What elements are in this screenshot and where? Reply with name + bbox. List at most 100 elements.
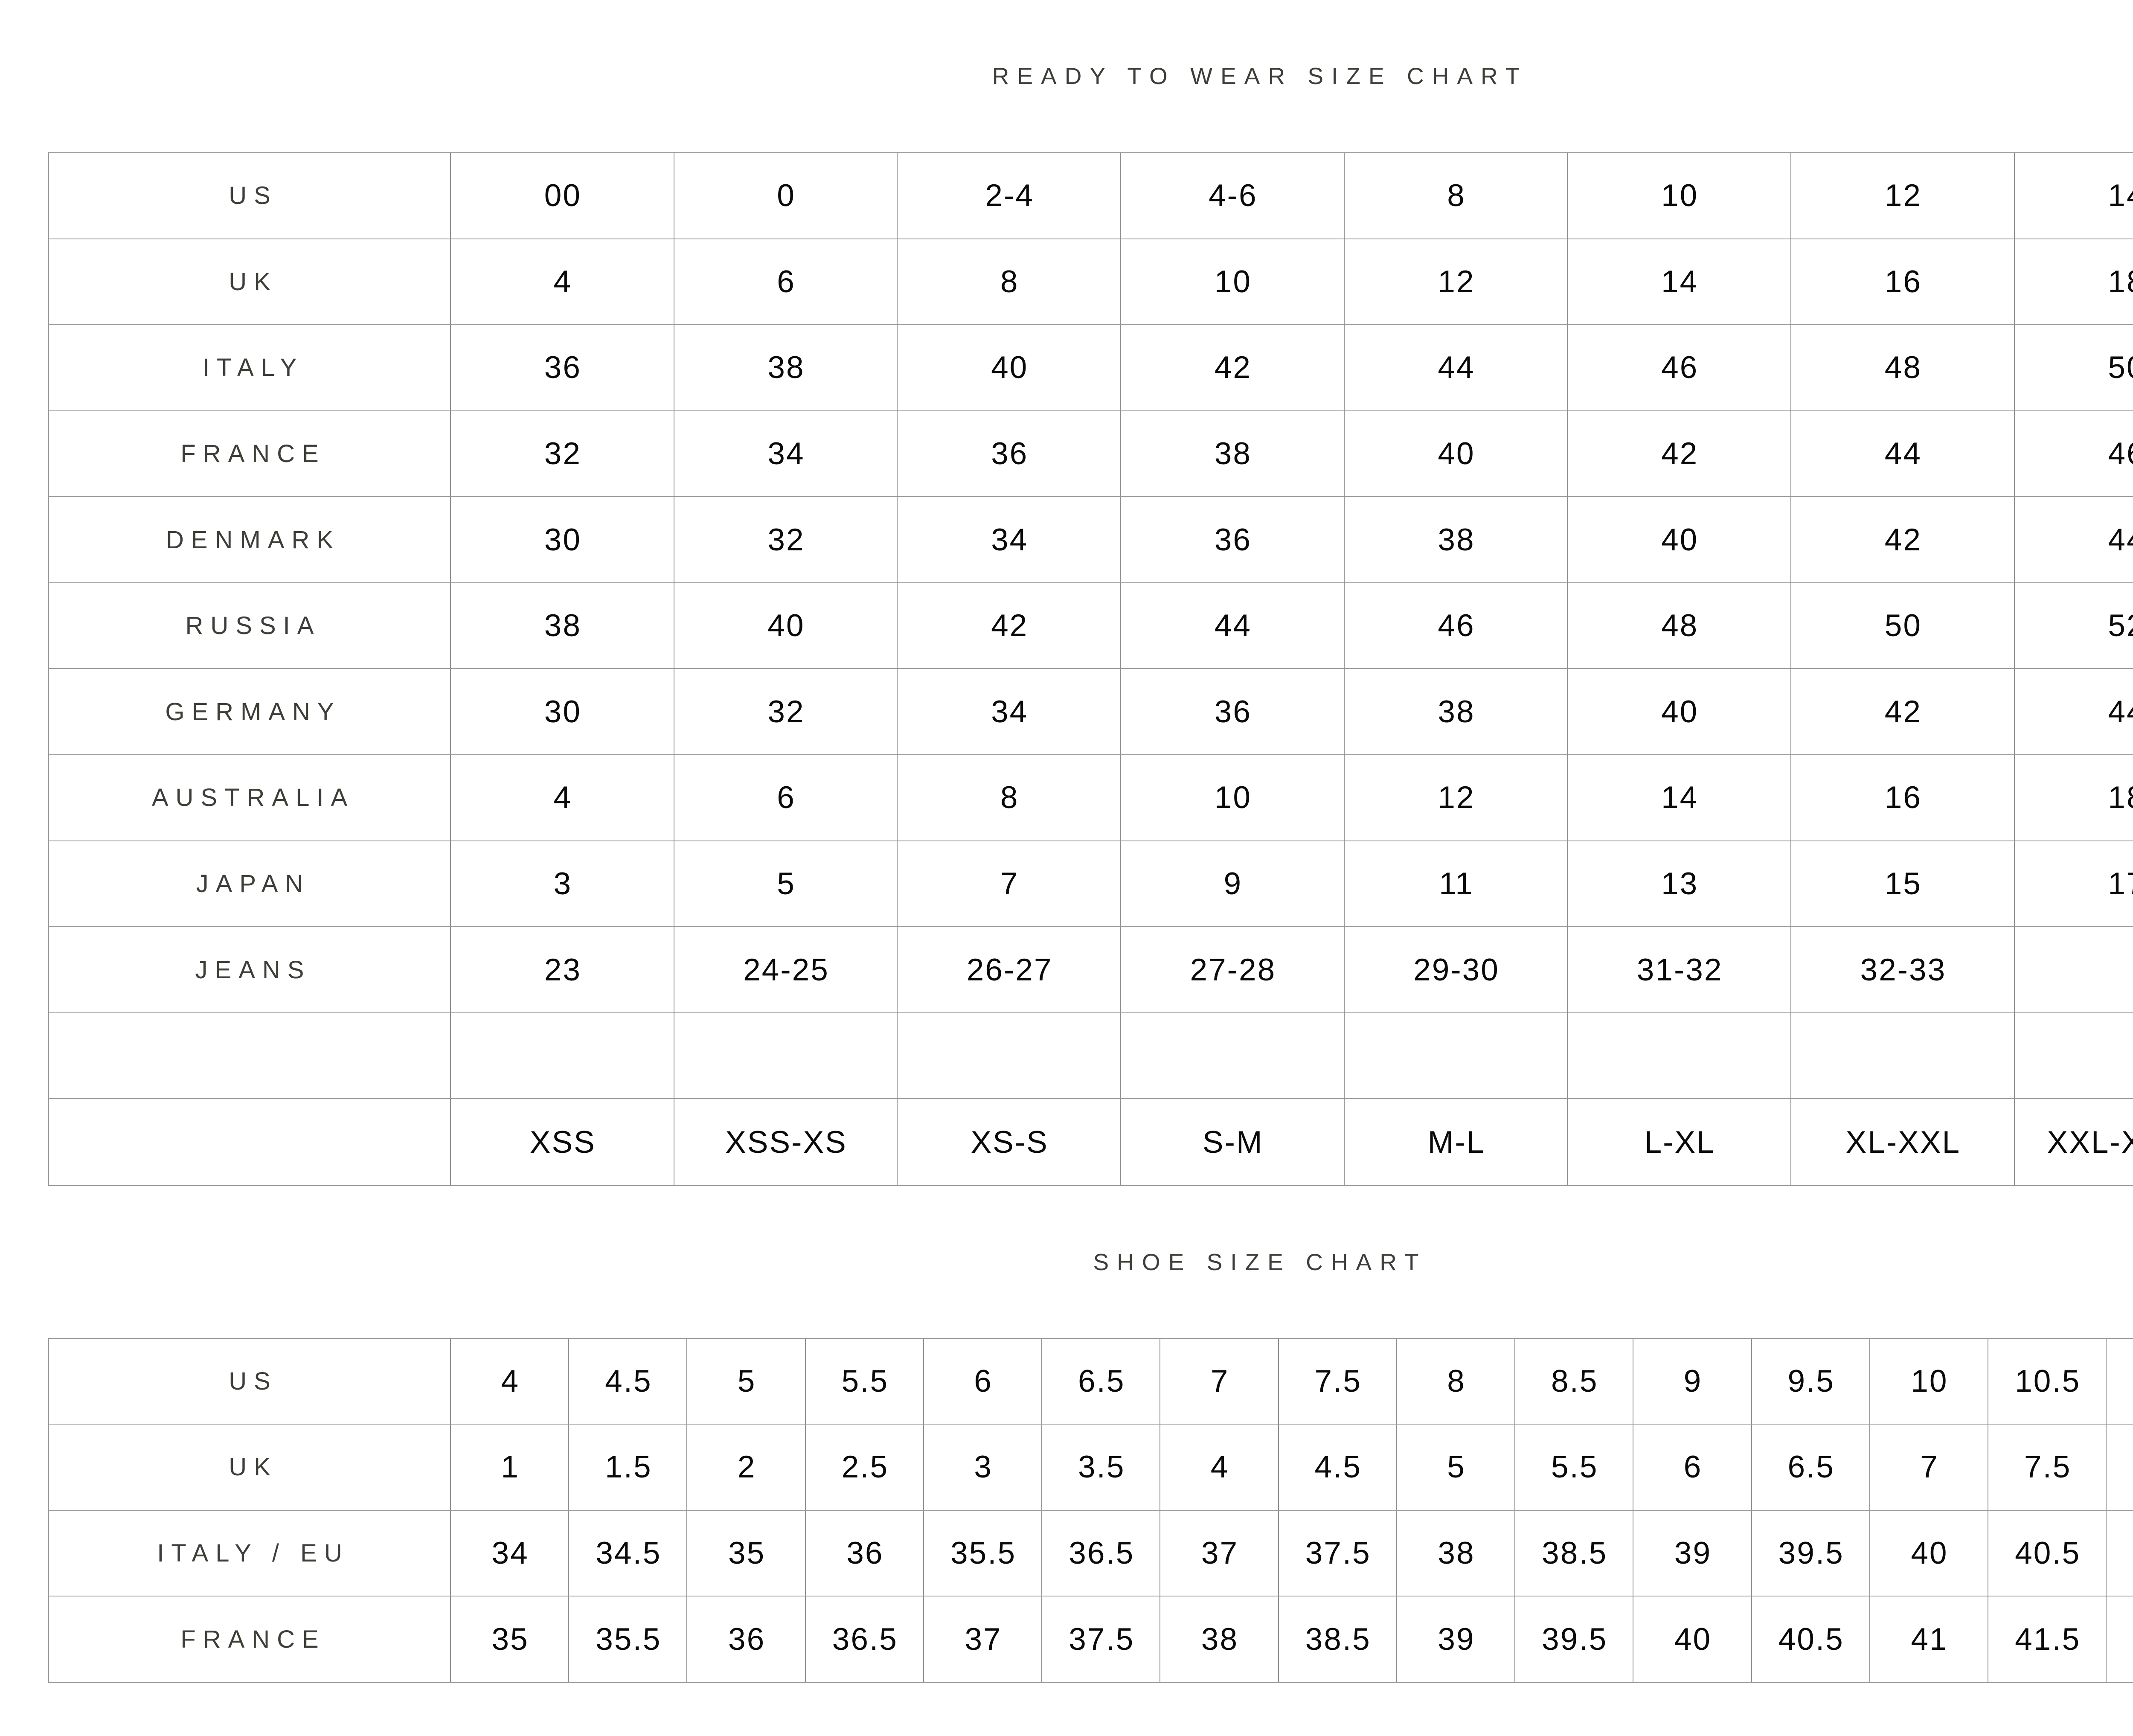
value-cell <box>898 1013 1121 1099</box>
value-cell: 9 <box>1121 841 1345 928</box>
shoe-chart-title: SHOE SIZE CHART <box>1093 1249 1427 1275</box>
value-cell: 6.5 <box>1752 1425 1870 1511</box>
row-label-cell: RUSSIA <box>49 583 451 669</box>
value-cell: 44 <box>1121 583 1345 669</box>
value-cell: 1 <box>451 1425 570 1511</box>
value-cell: 5 <box>674 841 898 928</box>
value-cell: 38.5 <box>1279 1596 1397 1682</box>
value-cell: 41.5 <box>1988 1596 2107 1682</box>
value-cell: 1.5 <box>569 1425 688 1511</box>
value-cell: 42 <box>1121 325 1345 411</box>
value-cell: 2.5 <box>805 1425 924 1511</box>
value-cell: 5 <box>1397 1425 1516 1511</box>
value-cell <box>2014 1013 2133 1099</box>
row-label-cell: GERMANY <box>49 669 451 756</box>
value-cell: XS-S <box>898 1099 1121 1185</box>
value-cell: XSS <box>451 1099 674 1185</box>
value-cell: 6 <box>924 1339 1043 1425</box>
value-cell: 52 <box>2014 583 2133 669</box>
value-cell: 40 <box>1344 411 1568 497</box>
row-label-cell: FRANCE <box>49 1596 451 1682</box>
value-cell: 37 <box>1160 1510 1279 1596</box>
value-cell: 32-33 <box>1791 927 2015 1013</box>
value-cell: 30 <box>451 497 674 583</box>
row-label-cell <box>49 1099 451 1185</box>
value-cell: 34 <box>451 1510 570 1596</box>
value-cell: 17 <box>2014 841 2133 928</box>
value-cell: 38.5 <box>1515 1510 1634 1596</box>
value-cell: 44 <box>2014 669 2133 756</box>
value-cell: 7 <box>1870 1425 1989 1511</box>
value-cell: XL-XXL <box>1791 1099 2015 1185</box>
value-cell: 12 <box>1344 239 1568 326</box>
value-cell: 4 <box>451 239 674 326</box>
value-cell: 42 <box>2107 1596 2133 1682</box>
value-cell: 16 <box>1791 239 2015 326</box>
ready-to-wear-chart-title: READY TO WEAR SIZE CHART <box>992 63 1528 89</box>
value-cell: 32 <box>674 669 898 756</box>
value-cell: 40 <box>1870 1510 1989 1596</box>
value-cell: 10 <box>1870 1339 1989 1425</box>
value-cell: 4 <box>1160 1425 1279 1511</box>
value-cell: 39 <box>1633 1510 1752 1596</box>
value-cell: 35 <box>687 1510 806 1596</box>
value-cell: 42 <box>1568 411 1791 497</box>
value-cell: 5.5 <box>1515 1425 1634 1511</box>
value-cell: 40 <box>1633 1596 1752 1682</box>
value-cell: 3.5 <box>1042 1425 1161 1511</box>
value-cell: 36 <box>687 1596 806 1682</box>
value-cell: 40.5 <box>1752 1596 1870 1682</box>
value-cell <box>2014 927 2133 1013</box>
value-cell: 16 <box>1791 755 2015 841</box>
ready-to-wear-size-table: US0002-44-6810121416UK468101214161820ITA… <box>48 152 2133 1186</box>
value-cell <box>1344 1013 1568 1099</box>
value-cell: 15 <box>1791 841 2015 928</box>
value-cell: 34.5 <box>569 1510 688 1596</box>
shoe-size-table: US44.555.566.577.588.599.51010.51111.512… <box>48 1338 2133 1683</box>
value-cell: 31-32 <box>1568 927 1791 1013</box>
value-cell: 5.5 <box>805 1339 924 1425</box>
value-cell: 8 <box>1344 153 1568 239</box>
value-cell <box>1121 1013 1345 1099</box>
value-cell: L-XL <box>1568 1099 1791 1185</box>
value-cell: 34 <box>898 497 1121 583</box>
value-cell: 38 <box>674 325 898 411</box>
value-cell: 40 <box>674 583 898 669</box>
value-cell: 3 <box>924 1425 1043 1511</box>
value-cell: 11 <box>1344 841 1568 928</box>
row-label-cell: AUSTRALIA <box>49 755 451 841</box>
row-label-cell: JEANS <box>49 927 451 1013</box>
value-cell: 36 <box>451 325 674 411</box>
value-cell: 39.5 <box>1752 1510 1870 1596</box>
value-cell: 27-28 <box>1121 927 1345 1013</box>
value-cell <box>1568 1013 1791 1099</box>
value-cell: 38 <box>451 583 674 669</box>
value-cell: 50 <box>2014 325 2133 411</box>
value-cell: 0 <box>674 153 898 239</box>
value-cell: 18 <box>2014 755 2133 841</box>
value-cell: S-M <box>1121 1099 1345 1185</box>
value-cell: 24-25 <box>674 927 898 1013</box>
value-cell: 7 <box>1160 1339 1279 1425</box>
value-cell: XXL-XXXL <box>2015 1099 2133 1185</box>
row-label-cell <box>49 1013 451 1099</box>
value-cell: 50 <box>1791 583 2015 669</box>
value-cell: 00 <box>451 153 674 239</box>
value-cell: 36 <box>805 1510 924 1596</box>
value-cell: 8 <box>898 239 1121 326</box>
value-cell <box>1791 1013 2015 1099</box>
value-cell: 36 <box>898 411 1121 497</box>
value-cell: 40.5 <box>1988 1510 2107 1596</box>
value-cell: 41 <box>2107 1511 2133 1596</box>
value-cell: 9.5 <box>1752 1339 1870 1425</box>
value-cell: 34 <box>898 669 1121 756</box>
value-cell: 14 <box>1568 755 1791 841</box>
value-cell: 23 <box>451 927 674 1013</box>
value-cell: 4 <box>451 755 674 841</box>
value-cell: 44 <box>1791 411 2015 497</box>
value-cell: 38 <box>1344 669 1568 756</box>
value-cell: 30 <box>451 669 674 756</box>
value-cell <box>451 1013 674 1099</box>
value-cell: 36 <box>1121 669 1345 756</box>
